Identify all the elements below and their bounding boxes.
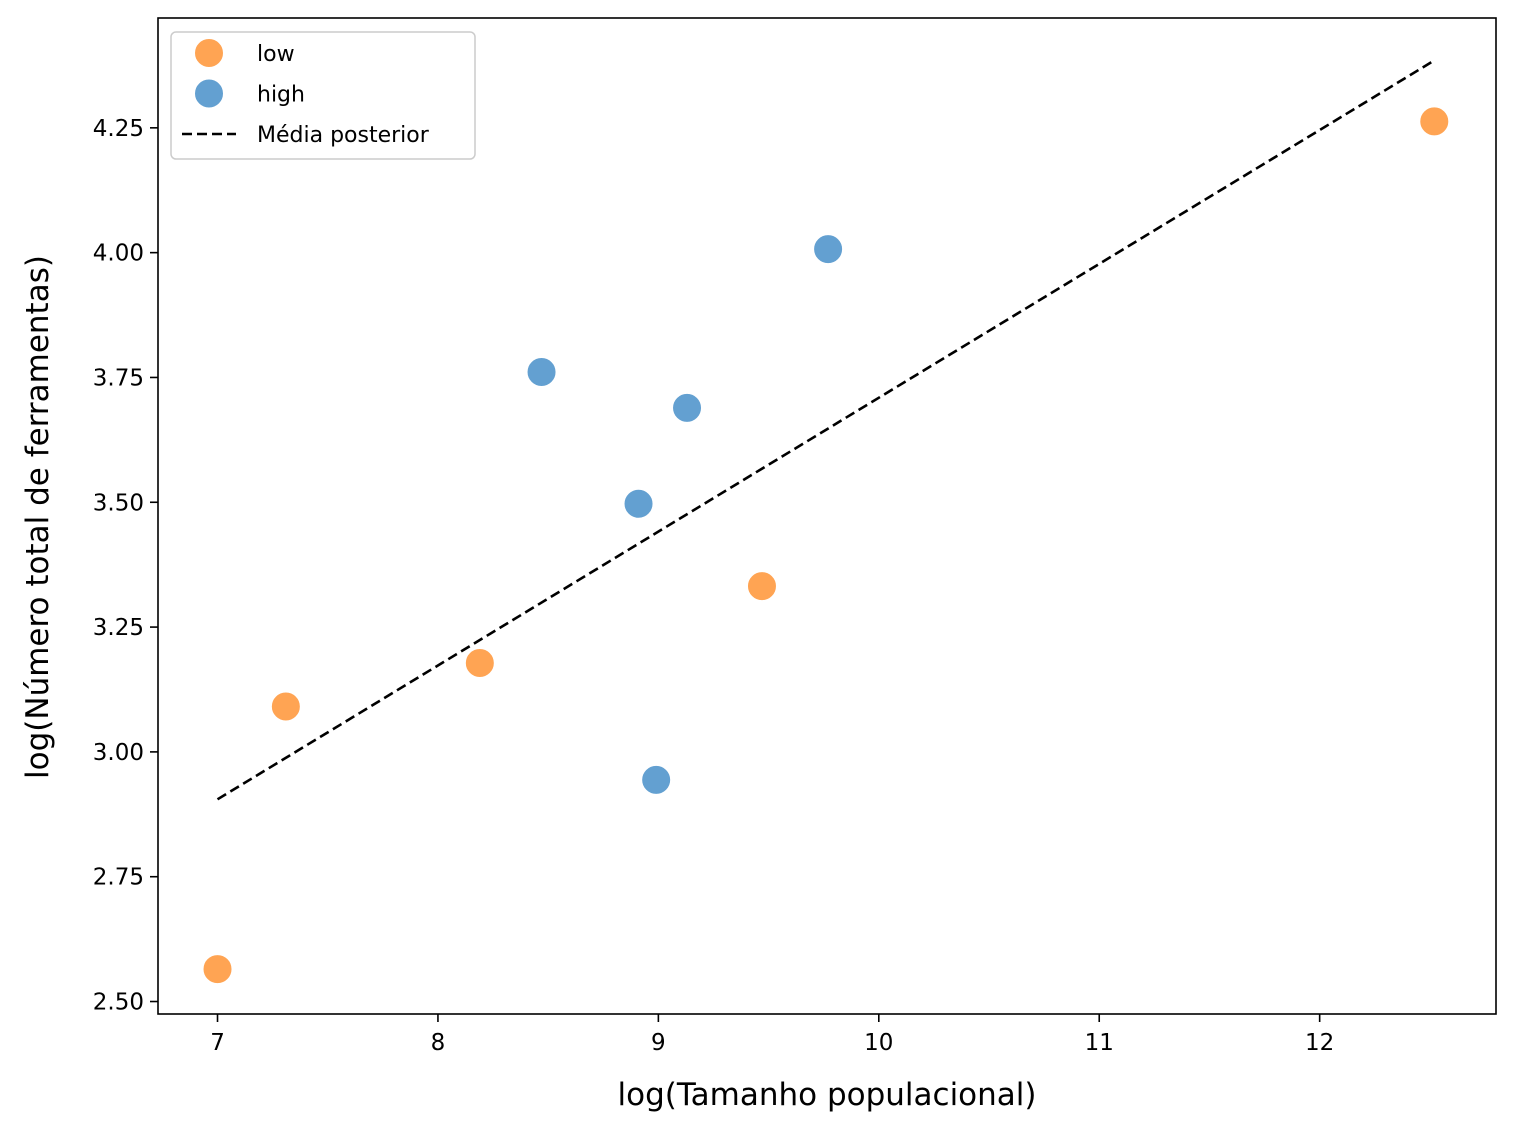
data-point-low: [745, 570, 778, 603]
y-tick-label: 3.75: [93, 365, 144, 391]
legend-box: [170, 31, 476, 160]
legend-marker: [193, 37, 225, 69]
x-tick-label: 7: [210, 1030, 225, 1056]
data-point-low: [201, 953, 234, 986]
y-tick-label: 2.50: [93, 990, 144, 1016]
y-axis-label: log(Número total de ferramentas): [20, 255, 56, 779]
x-tick-label: 8: [431, 1030, 446, 1056]
plot-area: [157, 17, 1497, 1015]
posterior-mean-line: [216, 59, 1435, 801]
y-tick-label: 4.25: [93, 116, 144, 142]
data-point-high: [525, 355, 558, 388]
y-tick-label: 2.75: [93, 865, 144, 891]
legend-label: Média posterior: [257, 123, 430, 148]
x-tick-label: 10: [864, 1030, 893, 1056]
y-tick-label: 4.00: [93, 241, 144, 267]
x-axis-ticks: 7 8 9 10 11 12: [210, 1014, 1334, 1056]
x-axis-label: log(Tamanho populacional): [617, 1077, 1036, 1113]
plot-frame: [157, 17, 1497, 1015]
x-tick-label: 12: [1305, 1030, 1334, 1056]
legend: low high Média posterior: [170, 31, 476, 160]
legend-marker: [193, 77, 225, 110]
x-tick-label: 9: [651, 1030, 666, 1056]
y-tick-label: 3.50: [93, 490, 144, 516]
data-point-high: [671, 391, 704, 424]
data-point-low: [463, 647, 496, 680]
data-point-high: [812, 233, 845, 266]
data-point-high: [622, 487, 655, 520]
x-tick-label: 11: [1085, 1030, 1114, 1056]
data-point-low: [1418, 105, 1451, 138]
y-tick-label: 3.25: [93, 615, 144, 641]
data-point-low: [269, 690, 302, 723]
legend-label: low: [257, 42, 295, 67]
y-tick-label: 3.00: [93, 740, 144, 766]
data-point-high: [640, 763, 673, 796]
y-axis-ticks: 2.50 2.75 3.00 3.25 3.50 3.75 4.00 4.25: [93, 116, 158, 1016]
legend-label: high: [257, 83, 305, 108]
